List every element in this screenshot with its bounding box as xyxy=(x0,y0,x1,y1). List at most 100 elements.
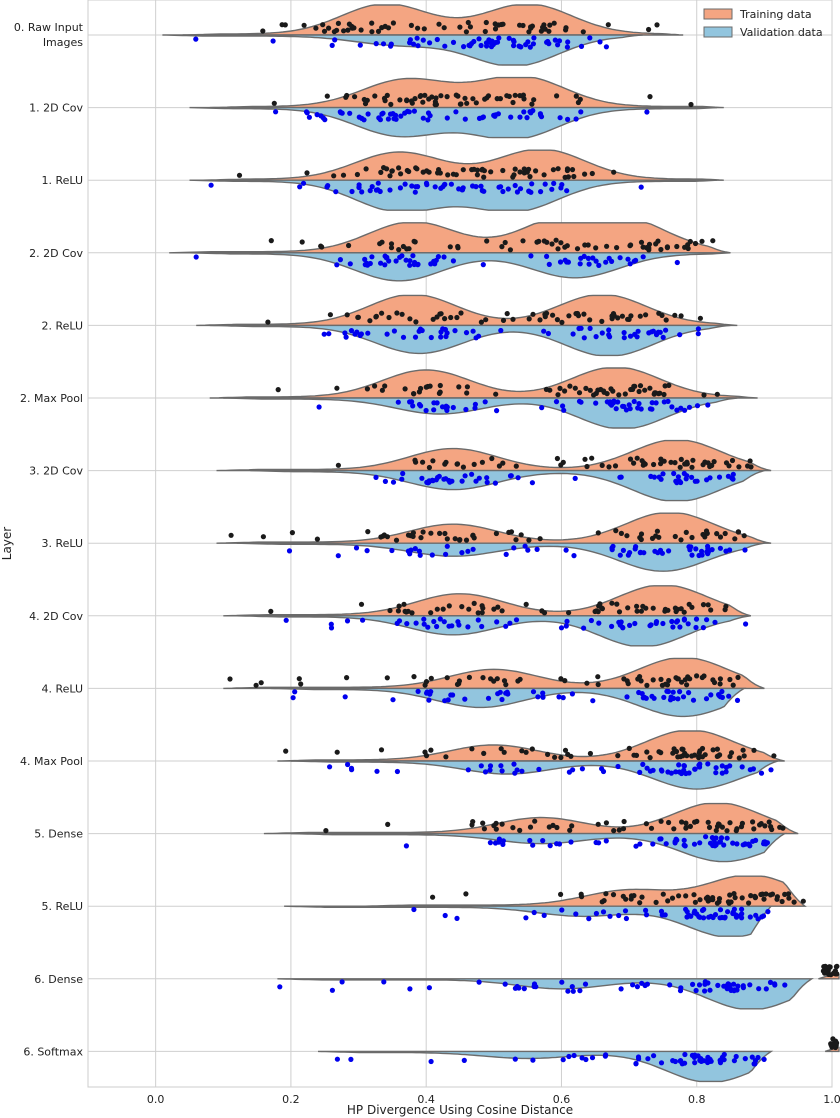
training-point xyxy=(331,173,337,179)
training-point xyxy=(420,99,426,105)
training-point xyxy=(523,601,529,608)
training-point xyxy=(750,819,756,825)
validation-point xyxy=(391,328,397,334)
validation-point xyxy=(383,255,389,261)
validation-point xyxy=(737,913,743,919)
validation-point xyxy=(544,253,550,259)
validation-point xyxy=(767,979,774,986)
validation-point xyxy=(425,117,431,123)
training-point xyxy=(706,824,713,831)
validation-point xyxy=(337,109,343,115)
validation-point xyxy=(359,189,365,195)
training-point xyxy=(683,893,689,899)
validation-point xyxy=(578,255,584,261)
validation-point xyxy=(538,189,544,195)
validation-point xyxy=(674,259,680,266)
validation-point xyxy=(556,38,563,44)
training-point xyxy=(513,537,519,543)
validation-point xyxy=(705,402,711,408)
validation-point xyxy=(484,479,490,485)
training-point xyxy=(614,245,620,251)
validation-point xyxy=(582,981,589,987)
validation-point xyxy=(577,261,583,267)
validation-point xyxy=(637,769,643,776)
training-point xyxy=(630,386,636,392)
training-point xyxy=(396,603,402,609)
training-point xyxy=(510,316,516,322)
validation-point xyxy=(626,402,632,408)
validation-point xyxy=(400,470,406,477)
training-point xyxy=(687,823,694,830)
training-point xyxy=(684,682,690,688)
validation-point xyxy=(404,108,411,114)
training-point xyxy=(319,244,325,250)
validation-point xyxy=(686,544,692,550)
validation-point xyxy=(322,117,328,123)
training-point xyxy=(678,537,684,543)
training-point xyxy=(662,608,668,614)
training-point xyxy=(289,530,295,536)
training-point xyxy=(558,754,564,761)
training-point xyxy=(569,823,575,829)
training-point xyxy=(767,892,774,898)
validation-point xyxy=(560,695,566,701)
validation-point xyxy=(648,473,654,479)
training-point xyxy=(638,239,645,245)
validation-point xyxy=(734,841,740,847)
validation-point xyxy=(357,332,363,339)
training-point xyxy=(463,537,470,543)
training-point xyxy=(705,819,711,825)
validation-point xyxy=(413,620,419,626)
training-point xyxy=(258,680,264,686)
training-point xyxy=(413,319,419,325)
validation-point xyxy=(465,624,471,630)
validation-point xyxy=(517,114,523,120)
training-point xyxy=(736,755,742,761)
validation-point xyxy=(385,116,391,122)
training-point xyxy=(565,174,572,180)
validation-point xyxy=(344,618,351,624)
x-axis-title: HP Divergence Using Cosine Distance xyxy=(347,1103,573,1117)
validation-point xyxy=(421,616,427,622)
training-point xyxy=(551,20,557,26)
validation-point xyxy=(478,763,484,769)
training-point xyxy=(457,101,463,107)
validation-point xyxy=(670,1058,676,1064)
training-point xyxy=(638,608,645,614)
validation-point xyxy=(585,255,592,261)
validation-point xyxy=(682,407,688,413)
validation-point xyxy=(576,325,582,332)
training-point xyxy=(780,825,786,831)
validation-point xyxy=(716,474,723,480)
training-point xyxy=(517,93,523,99)
training-point xyxy=(834,1040,840,1046)
training-point xyxy=(448,314,454,321)
training-point xyxy=(650,677,656,683)
training-point xyxy=(481,750,487,757)
training-point xyxy=(526,537,532,543)
validation-point xyxy=(571,1052,577,1059)
validation-point xyxy=(670,624,676,630)
training-point xyxy=(727,820,733,826)
validation-point xyxy=(725,909,731,915)
training-point xyxy=(395,608,401,614)
training-point xyxy=(423,679,430,685)
y-tick-label: 3. 2D Cov xyxy=(29,465,83,478)
training-point xyxy=(746,900,752,906)
validation-point xyxy=(531,981,538,987)
validation-point xyxy=(415,262,421,268)
training-point xyxy=(678,313,684,319)
training-point xyxy=(478,319,484,325)
validation-point xyxy=(765,909,771,915)
training-point xyxy=(321,28,328,34)
validation-point xyxy=(610,543,616,549)
validation-point xyxy=(606,327,612,333)
training-point xyxy=(649,535,656,542)
validation-point xyxy=(487,767,493,773)
training-point xyxy=(518,532,524,538)
training-point xyxy=(558,676,564,682)
validation-point xyxy=(424,182,430,188)
validation-point xyxy=(617,552,623,558)
validation-point xyxy=(448,692,454,698)
